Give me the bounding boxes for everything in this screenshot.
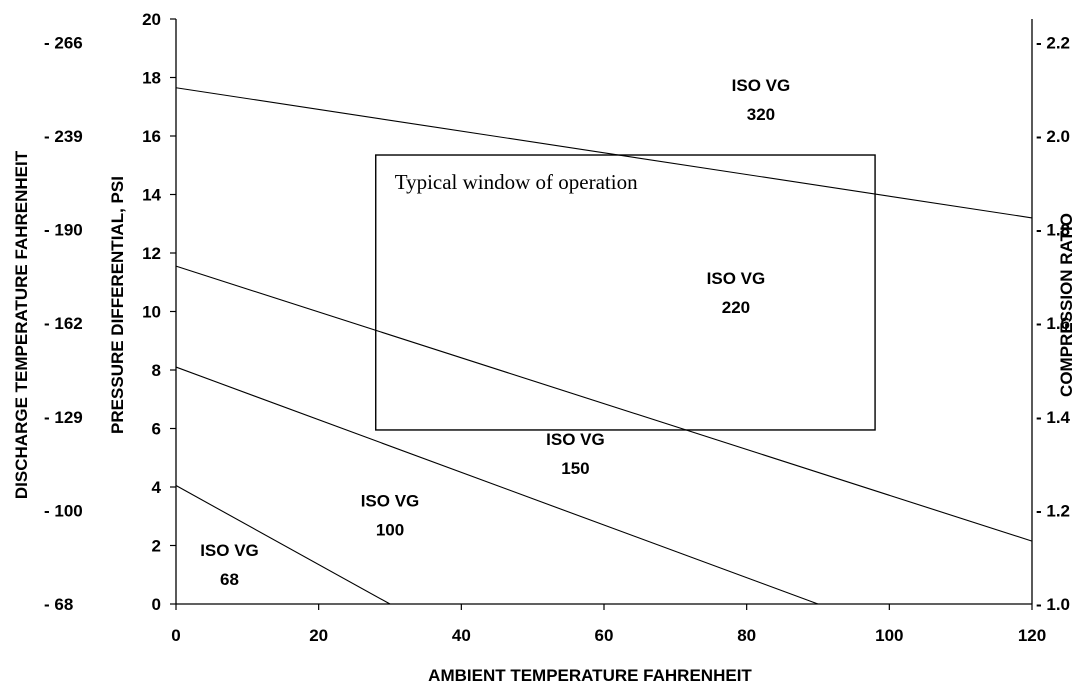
- y-tick-label: 18: [142, 69, 161, 88]
- discharge-tick-label: - 266: [44, 33, 83, 52]
- discharge-axis-ticks: - 68 - 100 - 129 - 162 - 190 - 239 - 266: [44, 33, 83, 614]
- zone-value-4: 220: [722, 298, 750, 317]
- zone-label-3: ISO VG: [546, 430, 605, 449]
- zone-label-1: ISO VG: [200, 541, 259, 560]
- discharge-tick-label: - 129: [44, 408, 83, 427]
- y-tick-label: 6: [152, 420, 161, 439]
- boundary-line-2: [175, 366, 819, 605]
- discharge-tick-label: - 162: [44, 314, 83, 333]
- x-tick-label: 100: [875, 626, 903, 645]
- right-tick-label: - 2.0: [1036, 127, 1070, 146]
- discharge-tick-label: - 100: [44, 501, 83, 520]
- zone-value-2: 100: [376, 520, 404, 539]
- zone-label-2: ISO VG: [361, 491, 420, 510]
- right-tick-label: - 1.8: [1036, 221, 1070, 240]
- x-tick-label: 0: [171, 626, 180, 645]
- x-tick-label: 40: [452, 626, 471, 645]
- x-tick-label: 80: [737, 626, 756, 645]
- x-tick-label: 120: [1018, 626, 1046, 645]
- operation-window-box: [375, 154, 876, 431]
- right-axis-ticks: - 1.0 - 1.2 - 1.4 - 1.6 - 1.8 - 2.0 - 2.2: [1036, 33, 1071, 614]
- x-axis-ticks: 0 20 40 60 80 100 120: [171, 604, 1046, 645]
- right-tick-label: - 1.4: [1036, 408, 1071, 427]
- boundary-line-1: [175, 485, 391, 605]
- x-axis-title: AMBIENT TEMPERATURE FAHRENHEIT: [428, 666, 752, 685]
- zone-label-5: ISO VG: [732, 76, 791, 95]
- zone-value-5: 320: [747, 105, 775, 124]
- zone-value-1: 68: [220, 570, 239, 589]
- right-tick-label: - 2.2: [1036, 33, 1070, 52]
- discharge-axis-title: DISCHARGE TEMPERATURE FAHRENHEIT: [12, 150, 31, 499]
- operation-window: Typical window of operation: [375, 154, 876, 431]
- y-tick-label: 4: [152, 478, 162, 497]
- boundary-line-4: [175, 87, 1033, 219]
- y-tick-label: 10: [142, 303, 161, 322]
- y-tick-label: 0: [152, 595, 161, 614]
- x-tick-label: 20: [309, 626, 328, 645]
- discharge-tick-label: - 68: [44, 595, 73, 614]
- right-tick-label: - 1.2: [1036, 501, 1070, 520]
- y-tick-label: 2: [152, 537, 161, 556]
- operation-window-label: Typical window of operation: [395, 170, 638, 194]
- x-tick-label: 60: [595, 626, 614, 645]
- boundary-line-3: [175, 265, 1033, 542]
- y-tick-label: 20: [142, 10, 161, 29]
- right-tick-label: - 1.0: [1036, 595, 1070, 614]
- zone-label-4: ISO VG: [707, 269, 766, 288]
- right-axis-title: COMPRESSION RATIO: [1057, 213, 1075, 397]
- discharge-tick-label: - 190: [44, 221, 83, 240]
- y-tick-label: 12: [142, 244, 161, 263]
- y-tick-label: 16: [142, 127, 161, 146]
- discharge-tick-label: - 239: [44, 127, 83, 146]
- zone-value-3: 150: [561, 459, 589, 478]
- y-axis-ticks: 0 2 4 6 8 10 12 14 16 18 20: [142, 10, 176, 614]
- y-tick-label: 14: [142, 186, 161, 205]
- y-tick-label: 8: [152, 361, 161, 380]
- viscosity-boundary-lines: [175, 87, 1033, 605]
- viscosity-zone-labels: ISO VG 68 ISO VG 100 ISO VG 150 ISO VG 220 ISO V…: [200, 76, 790, 589]
- y-axis-title: PRESSURE DIFFERENTIAL, PSI: [108, 176, 127, 434]
- right-tick-label: - 1.6: [1036, 314, 1070, 333]
